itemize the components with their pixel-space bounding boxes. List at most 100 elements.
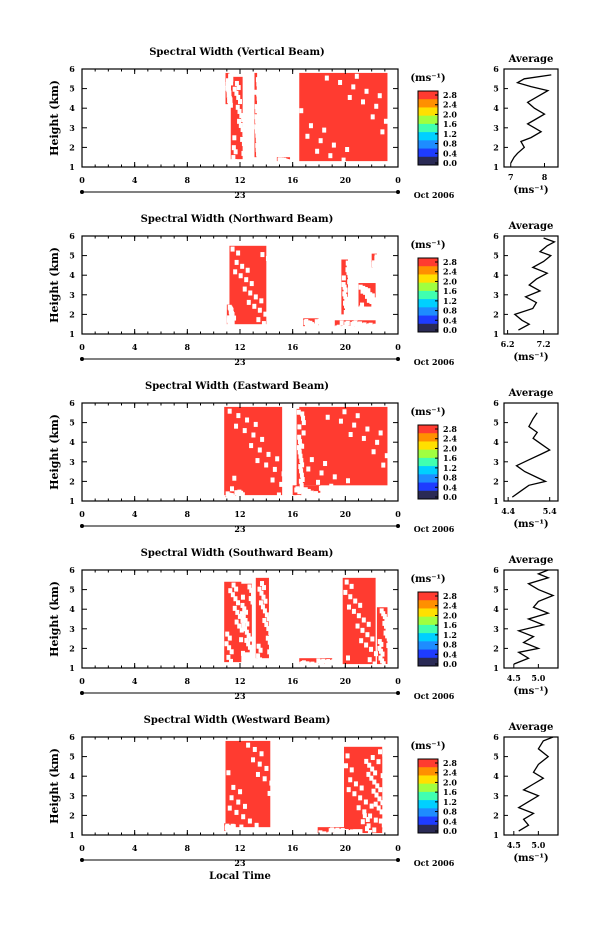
data-gap (380, 651, 385, 657)
colorbar-unit: (ms⁻¹) (410, 407, 445, 418)
data-gap (385, 633, 390, 639)
data-gap (365, 632, 370, 638)
data-gap (383, 623, 388, 629)
data-gap (362, 809, 367, 815)
x-tick-label: 0 (395, 843, 401, 853)
data-gap (255, 77, 260, 83)
x-tick-label: 4 (132, 843, 138, 853)
data-gap (342, 284, 347, 290)
data-gap (365, 324, 370, 330)
data-gap (318, 485, 323, 491)
data-gap (328, 153, 333, 159)
colorbar-tick-label: 0.8 (443, 473, 457, 483)
data-gap (296, 409, 301, 415)
data-gap (343, 287, 348, 293)
data-gap (236, 799, 241, 805)
data-gap (278, 158, 283, 164)
x-tick-label: 4 (132, 175, 138, 185)
day-label: 23 (234, 190, 246, 200)
data-gap (251, 757, 256, 763)
y-tick-label: 4 (69, 270, 75, 280)
colorbar-tick-label: 0.4 (443, 649, 457, 659)
panel-title: Spectral Width (Northward Beam) (141, 214, 334, 225)
data-gap (235, 104, 240, 110)
colorbar-tick-label: 2.8 (443, 424, 457, 434)
y-tick-label: 5 (69, 418, 75, 428)
date-bar-end (80, 190, 84, 194)
colorbar-segment (418, 816, 438, 826)
data-gap (377, 749, 382, 755)
data-gap (368, 292, 373, 298)
data-gap (257, 447, 262, 453)
avg-unit: (ms⁻¹) (513, 686, 548, 697)
data-gap (246, 742, 251, 748)
data-gap (374, 103, 379, 109)
data-gap (228, 309, 233, 315)
data-gap (266, 616, 271, 622)
y-tick-label: 2 (69, 309, 75, 319)
avg-y-tick-label: 2 (493, 643, 499, 653)
data-gap (236, 250, 241, 256)
data-gap (385, 619, 390, 625)
data-gap (344, 312, 349, 318)
data-gap (297, 449, 302, 455)
avg-unit: (ms⁻¹) (513, 519, 548, 530)
y-tick-label: 5 (69, 585, 75, 595)
colorbar-tick-label: 2.8 (443, 257, 457, 267)
data-gap (300, 411, 305, 417)
data-gap (224, 641, 229, 647)
date-bar-end (80, 524, 84, 528)
data-gap (354, 322, 359, 328)
y-tick-label: 6 (69, 231, 75, 241)
data-gap (332, 474, 337, 480)
date-label: Oct 2006 (414, 524, 455, 534)
colorbar-segment (418, 132, 438, 141)
data-gap (352, 422, 357, 428)
data-gap (228, 658, 233, 664)
avg-x-tick-label: 4.5 (507, 840, 521, 850)
colorbar-tick-label: 2.8 (443, 758, 457, 768)
data-gap (269, 780, 274, 786)
data-gap (384, 616, 389, 622)
colorbar-unit: (ms⁻¹) (410, 73, 445, 84)
colorbar-segment (418, 107, 438, 117)
data-gap (366, 288, 371, 294)
data-gap (325, 414, 330, 420)
panel-title: Spectral Width (Westward Beam) (144, 715, 331, 726)
y-tick-label: 6 (69, 398, 75, 408)
colorbar-tick-label: 0.4 (443, 816, 457, 826)
data-gap (226, 317, 231, 323)
x-tick-label: 16 (287, 342, 299, 352)
data-gap (229, 312, 234, 318)
data-gap (240, 611, 244, 617)
data-gap (359, 785, 364, 791)
colorbar-tick-label: 2.0 (443, 109, 457, 119)
data-gap (242, 286, 247, 292)
data-gap (348, 777, 353, 783)
data-gap (244, 609, 249, 615)
data-gap (386, 643, 391, 649)
data-gap (299, 108, 304, 114)
date-bar-end (80, 357, 84, 361)
data-gap (346, 478, 351, 484)
data-gap (240, 617, 245, 623)
avg-frame (503, 68, 559, 168)
data-gap (353, 781, 358, 787)
y-tick-label: 1 (69, 830, 75, 840)
y-tick-label: 4 (69, 437, 75, 447)
data-block (240, 583, 252, 653)
y-tick-label: 6 (69, 732, 75, 742)
data-gap (245, 621, 250, 627)
data-gap (224, 831, 229, 837)
data-gap (238, 789, 243, 795)
data-gap (314, 319, 319, 325)
data-gap (237, 613, 242, 619)
data-gap (367, 295, 372, 301)
colorbar-tick-label: 2.8 (443, 591, 457, 601)
data-gap (236, 94, 241, 100)
data-gap (244, 277, 249, 283)
x-tick-label: 20 (340, 342, 352, 352)
data-gap (341, 157, 346, 163)
data-gap (372, 266, 377, 272)
data-gap (227, 828, 232, 834)
